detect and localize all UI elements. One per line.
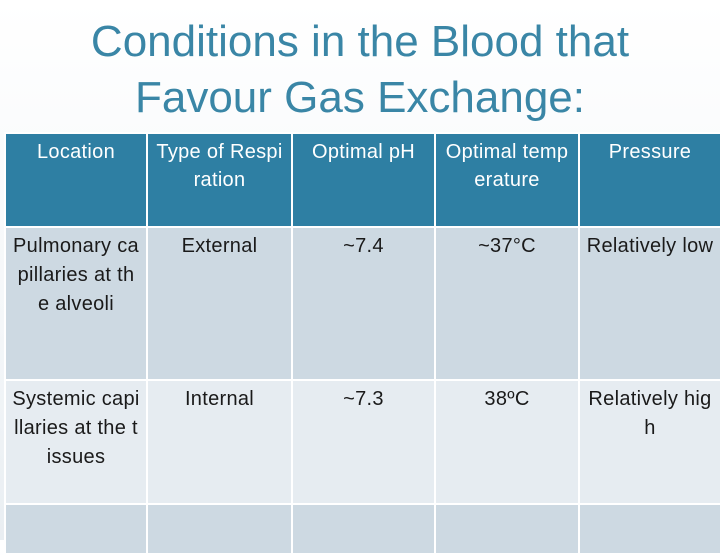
header-type-of-respiration: Type of Respiration xyxy=(146,132,293,228)
table-row: Pulmonary capillaries at the alveoli Ext… xyxy=(4,226,720,381)
header-pressure: Pressure xyxy=(578,132,720,228)
cell-type-of-respiration xyxy=(146,503,293,555)
header-optimal-temperature: Optimal temperature xyxy=(434,132,580,228)
cell-location: Pulmonary capillaries at the alveoli xyxy=(4,226,148,381)
cell-optimal-ph: ~7.4 xyxy=(291,226,436,381)
cell-pressure xyxy=(578,503,720,555)
cell-location: Systemic capillaries at the tissues xyxy=(4,379,148,505)
table-row: Systemic capillaries at the tissues Inte… xyxy=(4,379,720,505)
slide-title-line-1: Conditions in the Blood that xyxy=(90,17,630,66)
slide-title: Conditions in the Blood that Favour Gas … xyxy=(0,14,720,126)
cell-optimal-ph xyxy=(291,503,436,555)
header-optimal-ph: Optimal pH xyxy=(291,132,436,228)
table-header-row: Location Type of Respiration Optimal pH … xyxy=(4,132,720,228)
cell-pressure: Relatively high xyxy=(578,379,720,505)
cell-type-of-respiration: External xyxy=(146,226,293,381)
slide-title-line-2: Favour Gas Exchange: xyxy=(134,73,585,122)
cell-optimal-ph: ~7.3 xyxy=(291,379,436,505)
cell-optimal-temperature: ~37°C xyxy=(434,226,580,381)
table-row xyxy=(4,503,720,555)
header-location: Location xyxy=(4,132,148,228)
gas-exchange-table: Location Type of Respiration Optimal pH … xyxy=(4,132,720,555)
cell-pressure: Relatively low xyxy=(578,226,720,381)
cell-type-of-respiration: Internal xyxy=(146,379,293,505)
cell-location xyxy=(4,503,148,555)
cell-optimal-temperature: 38ºC xyxy=(434,379,580,505)
cell-optimal-temperature xyxy=(434,503,580,555)
